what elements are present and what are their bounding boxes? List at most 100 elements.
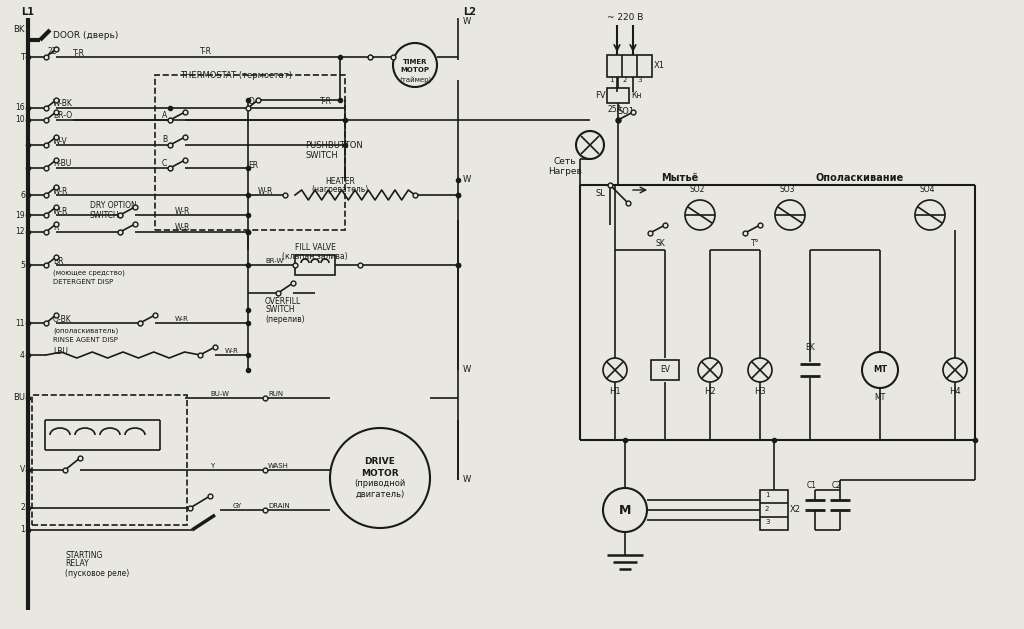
Text: W-R: W-R (53, 187, 69, 196)
Text: 4: 4 (20, 350, 25, 360)
Text: BU: BU (13, 394, 25, 403)
Text: T-R: T-R (319, 97, 332, 106)
Text: SK: SK (655, 238, 665, 247)
Text: W: W (463, 175, 471, 184)
Text: Кн: Кн (631, 91, 641, 99)
Bar (155, 75, 345, 230)
Text: (пусковое реле): (пусковое реле) (65, 569, 129, 577)
Text: RELAY: RELAY (65, 560, 89, 569)
Bar (607, 88, 629, 103)
Text: Y: Y (210, 463, 214, 469)
Text: (нагреватель): (нагреватель) (311, 186, 369, 194)
Text: BR: BR (53, 257, 63, 265)
Text: MT: MT (872, 365, 887, 374)
Text: ER: ER (248, 160, 258, 169)
Text: W-BK: W-BK (53, 99, 73, 108)
Text: 10: 10 (15, 116, 25, 125)
Text: 12: 12 (15, 228, 25, 237)
Text: W-R: W-R (225, 348, 239, 354)
Text: 5: 5 (20, 260, 25, 269)
Text: Нагрев: Нагрев (548, 167, 582, 177)
Text: EV: EV (660, 365, 670, 374)
Text: 1: 1 (20, 525, 25, 535)
Text: MOTOR: MOTOR (361, 469, 398, 477)
Text: B: B (162, 135, 167, 145)
Text: DOOR (дверь): DOOR (дверь) (53, 30, 119, 40)
Text: 2: 2 (623, 77, 627, 83)
Text: ~ 220 B: ~ 220 B (607, 13, 643, 23)
Text: R: R (53, 223, 58, 233)
Text: (таймер): (таймер) (399, 77, 431, 84)
Text: Мытьё: Мытьё (662, 173, 698, 183)
Text: 19: 19 (15, 211, 25, 220)
Text: WASH: WASH (268, 463, 289, 469)
Text: BR-W: BR-W (265, 258, 284, 264)
Text: MOTOP: MOTOP (400, 67, 429, 73)
Bar (760, 490, 788, 530)
Text: T-R: T-R (200, 48, 212, 57)
Text: T: T (20, 52, 25, 62)
Text: MT: MT (874, 394, 886, 403)
Text: RUN: RUN (268, 391, 283, 397)
Text: SWITCH: SWITCH (305, 150, 338, 160)
Text: TIMER: TIMER (402, 59, 427, 65)
Text: SWITCH: SWITCH (265, 306, 295, 314)
Text: C2: C2 (831, 481, 842, 489)
Text: SO2: SO2 (690, 186, 706, 194)
Text: 11: 11 (15, 318, 25, 328)
Bar (32, 395, 187, 525)
Text: SO4: SO4 (920, 186, 936, 194)
Text: H1: H1 (609, 387, 621, 396)
Text: двигатель): двигатель) (355, 489, 404, 499)
Text: 25A: 25A (607, 106, 622, 114)
Text: H4: H4 (949, 387, 961, 396)
Text: L1: L1 (22, 7, 35, 17)
Text: SO1: SO1 (618, 108, 635, 116)
Text: 1: 1 (765, 492, 769, 498)
Text: X1: X1 (654, 62, 665, 70)
Text: V: V (19, 465, 25, 474)
Text: W: W (463, 18, 471, 26)
Text: O-BK: O-BK (53, 314, 72, 323)
Text: L2: L2 (463, 7, 476, 17)
Text: 22: 22 (48, 48, 57, 57)
Text: DETERGENT DISP: DETERGENT DISP (53, 279, 114, 285)
Text: DRAIN: DRAIN (268, 503, 290, 509)
Text: GY: GY (233, 503, 243, 509)
Text: W-R: W-R (175, 316, 188, 322)
Text: C1: C1 (807, 481, 817, 489)
Text: T-R: T-R (73, 48, 85, 57)
Text: T°: T° (751, 238, 759, 247)
Text: DRY OPTION: DRY OPTION (90, 201, 137, 209)
Text: W-R: W-R (53, 206, 69, 216)
Text: HEATER: HEATER (325, 177, 355, 186)
Text: LBU: LBU (53, 347, 68, 355)
Text: BU-W: BU-W (210, 391, 229, 397)
Text: A: A (162, 111, 167, 120)
Bar (651, 360, 679, 380)
Text: (ополаскиватель): (ополаскиватель) (53, 328, 118, 334)
Text: W-R: W-R (175, 223, 190, 233)
Text: 3: 3 (638, 77, 642, 83)
Text: DRIVE: DRIVE (365, 457, 395, 467)
Text: X2: X2 (790, 506, 801, 515)
Text: (клапан залива): (клапан залива) (283, 252, 348, 260)
Text: 6: 6 (20, 191, 25, 199)
Text: FILL VALVE: FILL VALVE (295, 243, 336, 252)
Text: (моющее средство): (моющее средство) (53, 270, 125, 276)
Text: PUSHBUTTON: PUSHBUTTON (305, 140, 362, 150)
Text: SL: SL (595, 189, 605, 198)
Text: W: W (463, 365, 471, 374)
Text: FV: FV (595, 91, 605, 99)
Text: STARTING: STARTING (65, 550, 102, 560)
Text: Ополаскивание: Ополаскивание (816, 173, 904, 183)
Text: C: C (162, 159, 167, 167)
Text: 2: 2 (765, 506, 769, 512)
Bar (295, 255, 335, 275)
Text: BK: BK (13, 26, 25, 35)
Text: D: D (248, 97, 254, 106)
Text: R-BU: R-BU (53, 160, 72, 169)
Text: EK: EK (805, 343, 815, 352)
Text: Сеть: Сеть (554, 157, 577, 167)
Text: W: W (463, 476, 471, 484)
